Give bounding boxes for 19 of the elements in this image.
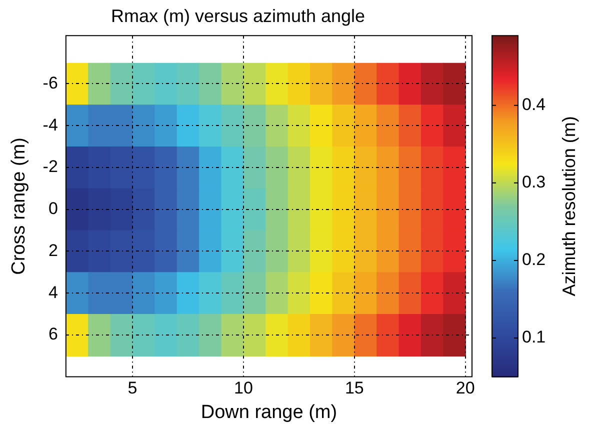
x-tick-label: 20 bbox=[456, 378, 475, 398]
color-bar-label: 0.1 bbox=[522, 328, 546, 347]
x-tick-label: 10 bbox=[234, 378, 253, 398]
x-axis-title: Down range (m) bbox=[200, 402, 338, 423]
color-bar-label: 0.2 bbox=[522, 250, 546, 270]
color-bar-title: Azimuth resolution (m) bbox=[558, 116, 579, 296]
y-tick-label: 0 bbox=[48, 199, 58, 218]
y-axis-title: Cross range (m) bbox=[8, 138, 30, 275]
y-tick-label: 6 bbox=[48, 324, 58, 344]
x-tick-label: 5 bbox=[128, 378, 138, 398]
y-tick-label: 4 bbox=[48, 282, 58, 302]
color-bar-label: 0.4 bbox=[522, 95, 546, 114]
chart-title: Rmax (m) versus azimuth angle bbox=[110, 6, 366, 26]
y-tick-label: -2 bbox=[42, 157, 58, 176]
y-tick-label: -6 bbox=[42, 73, 58, 92]
x-tick-label: 15 bbox=[344, 378, 364, 398]
color-bar-label: 0.3 bbox=[522, 172, 546, 192]
y-tick-label: 2 bbox=[48, 240, 58, 260]
y-tick-label: -4 bbox=[42, 115, 58, 134]
